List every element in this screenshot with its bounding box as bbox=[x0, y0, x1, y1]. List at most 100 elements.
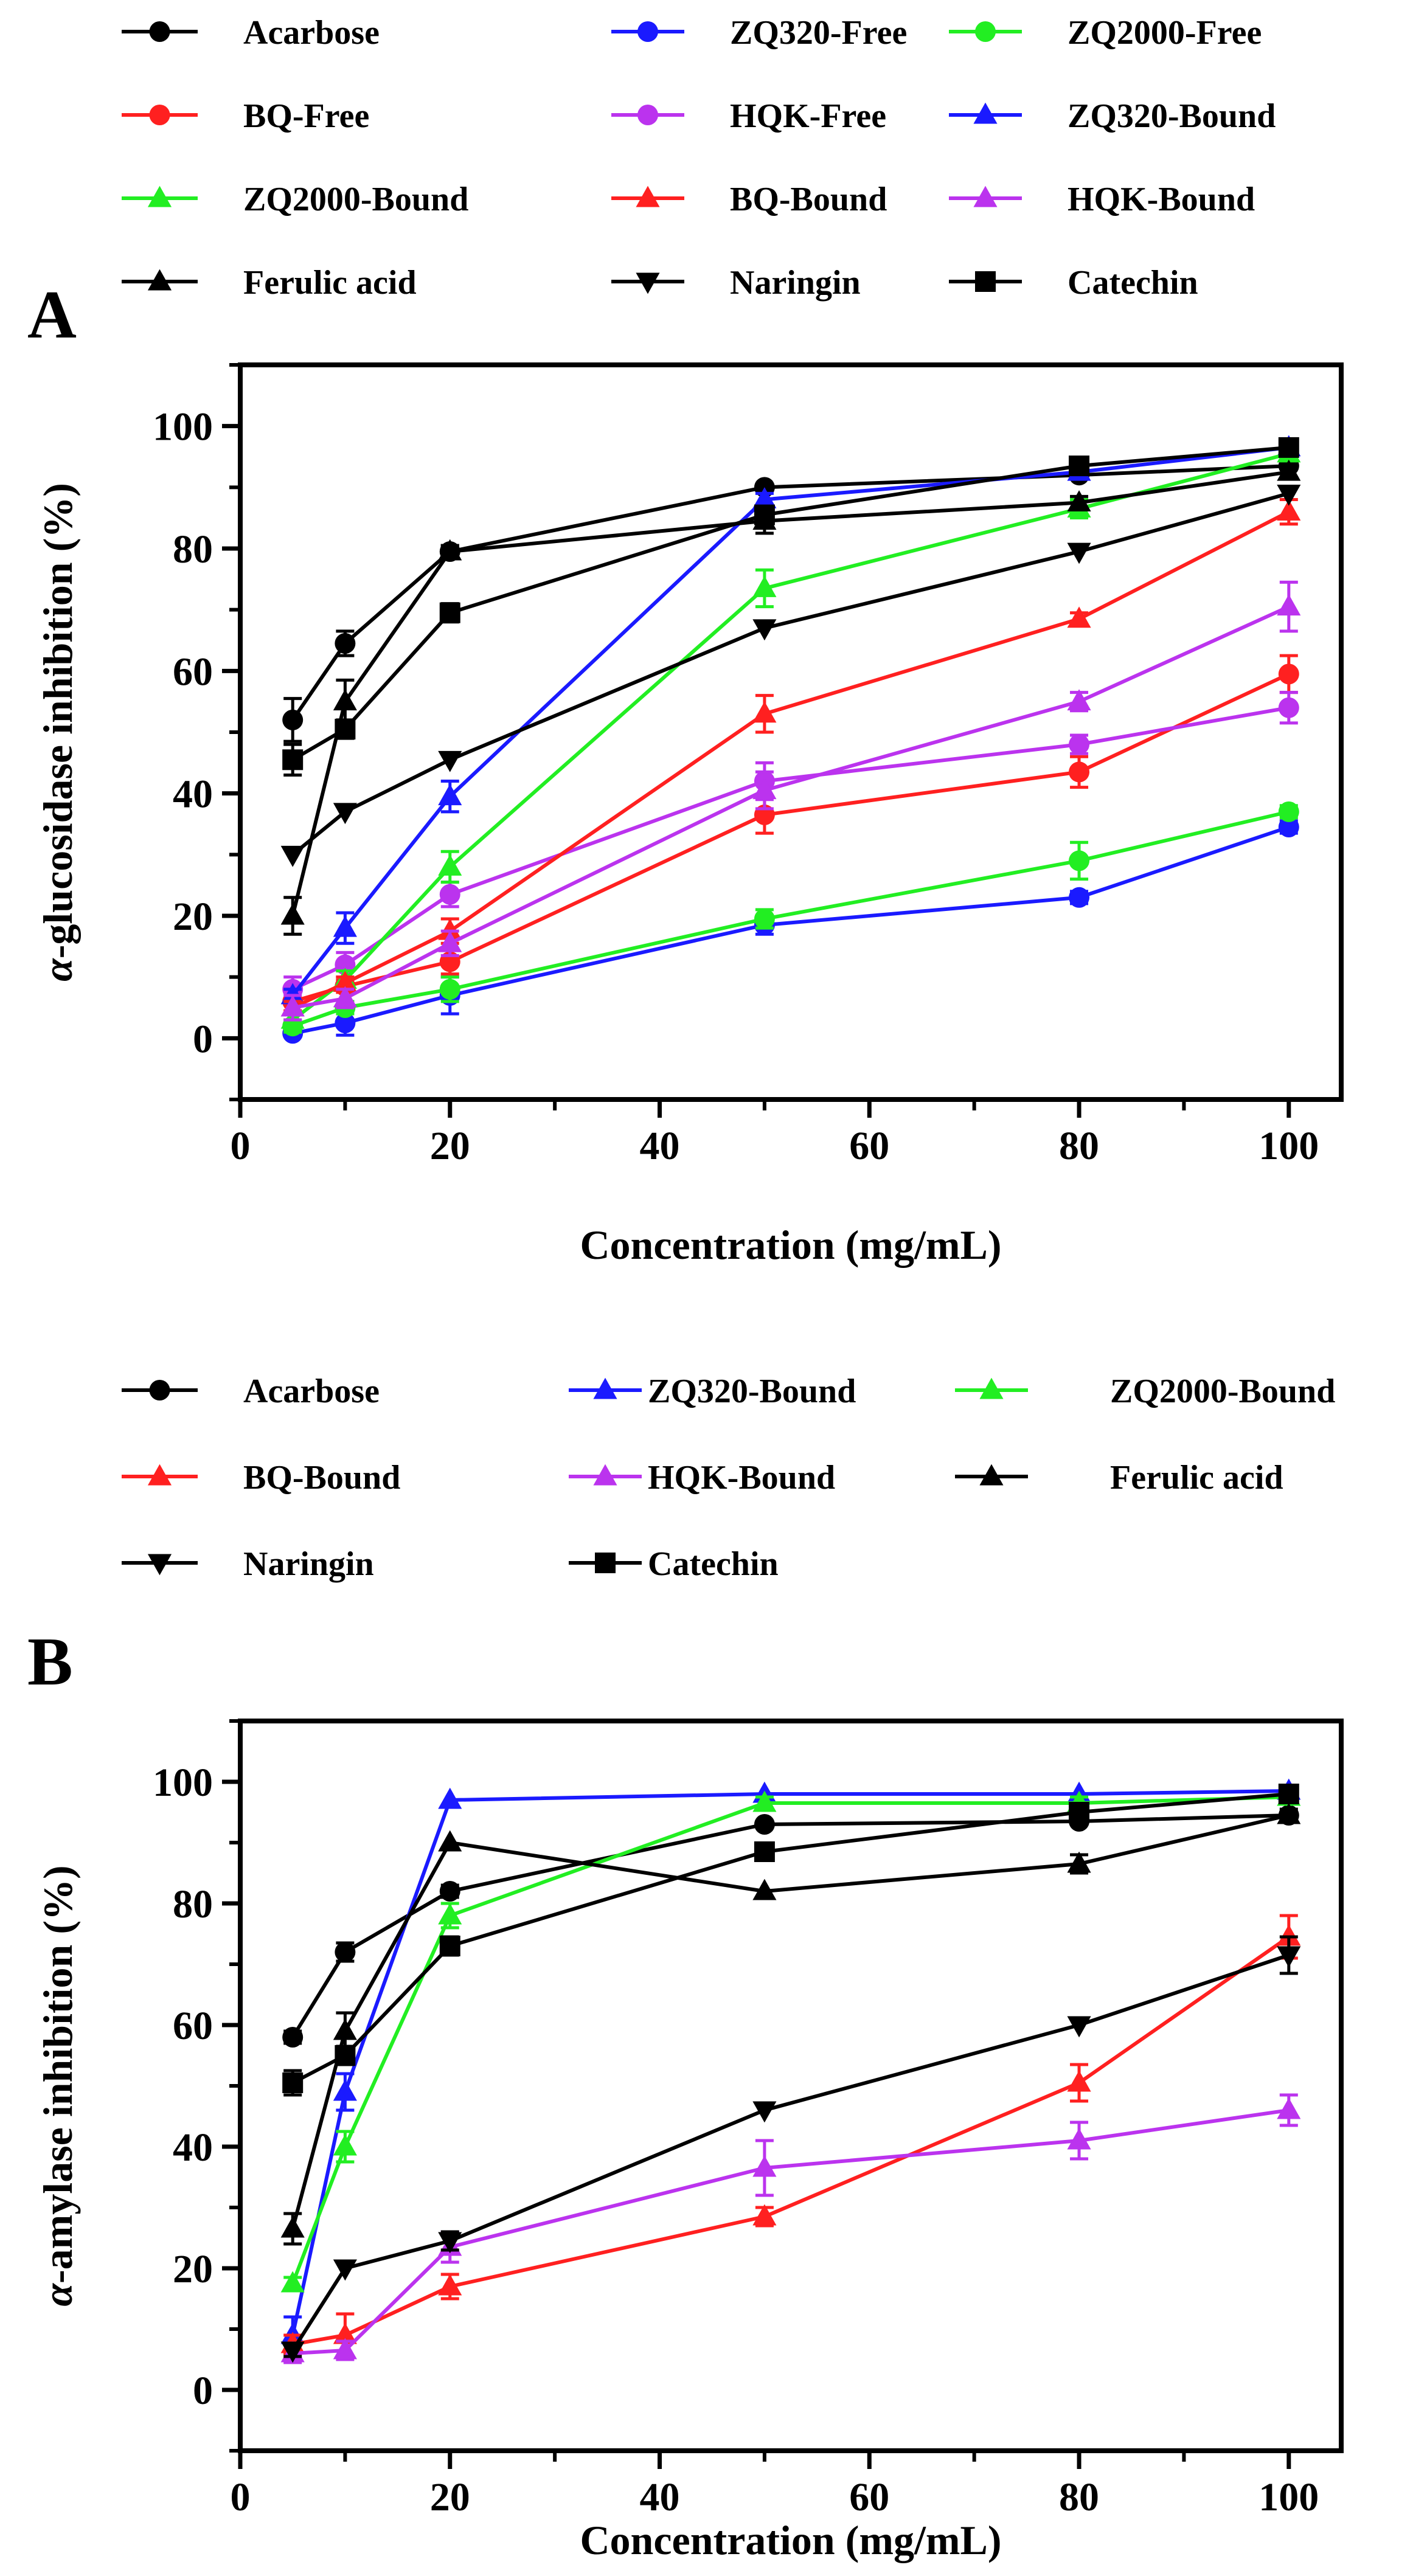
data-point bbox=[1278, 697, 1299, 718]
data-point bbox=[333, 915, 357, 937]
panel-b-y-tick-label: 40 bbox=[173, 2125, 213, 2170]
series-line bbox=[292, 1935, 1290, 2346]
legend-label: Acarbose bbox=[243, 14, 380, 52]
data-point bbox=[754, 1841, 775, 1862]
data-point bbox=[752, 1878, 777, 1900]
panel-b-x-tick-label: 60 bbox=[849, 2475, 889, 2519]
data-point bbox=[335, 633, 356, 654]
legend-item-naringin: Naringin bbox=[122, 1545, 374, 1583]
panel-b: B 0 20 40 60 80 100 0 20 40 60 80 100 Concentration (… bbox=[27, 1373, 1344, 2563]
series-line bbox=[292, 604, 1290, 1009]
legend-label: ZQ320-Bound bbox=[1068, 97, 1276, 135]
legend-label: Acarbose bbox=[243, 1373, 380, 1410]
data-point bbox=[438, 1830, 462, 1852]
data-point bbox=[335, 1013, 356, 1034]
data-point bbox=[752, 1790, 777, 1812]
data-point bbox=[333, 2018, 357, 2040]
data-point bbox=[335, 1942, 356, 1962]
legend-marker bbox=[975, 271, 996, 292]
legend-marker bbox=[149, 1380, 170, 1401]
data-point bbox=[280, 2216, 305, 2238]
data-point bbox=[439, 978, 460, 1000]
legend-label: HQK-Free bbox=[730, 97, 886, 135]
data-point bbox=[438, 1787, 462, 1809]
legend-item-zq320-bound: ZQ320-Bound bbox=[569, 1373, 856, 1410]
data-point bbox=[438, 2232, 462, 2254]
series-line bbox=[291, 1795, 1289, 2285]
panel-a-x-tick-label: 60 bbox=[849, 1124, 889, 1168]
data-point bbox=[333, 803, 357, 825]
data-point bbox=[282, 749, 304, 770]
legend-label: ZQ320-Free bbox=[730, 14, 907, 52]
data-point bbox=[333, 2322, 357, 2344]
panel-b-plot-frame bbox=[238, 1719, 1344, 2453]
panel-b-series-bq-bound bbox=[280, 1914, 1301, 2358]
data-point bbox=[1067, 2016, 1091, 2038]
panel-b-series-zq320-bound bbox=[280, 1778, 1301, 2355]
legend-item-hqk-bound: HQK-Bound bbox=[949, 181, 1255, 218]
data-point bbox=[438, 918, 462, 940]
data-point bbox=[280, 845, 305, 867]
panel-a-y-axis-title: α-glucosidase inhibition (%) bbox=[35, 483, 81, 982]
legend-item-zq320-free: ZQ320-Free bbox=[611, 14, 907, 52]
series-line bbox=[292, 672, 1290, 1003]
data-point bbox=[752, 576, 777, 597]
data-point bbox=[438, 930, 462, 952]
legend-item-ferulic-acid: Ferulic acid bbox=[955, 1459, 1283, 1497]
data-point bbox=[280, 995, 305, 1017]
panel-b-y-tick-label: 60 bbox=[173, 2004, 213, 2048]
panel-a: A 0 20 40 60 80 100 0 20 40 60 80 100 Concentration (… bbox=[27, 14, 1344, 1268]
data-point bbox=[1277, 499, 1301, 521]
data-point bbox=[1277, 1946, 1301, 1968]
data-point bbox=[333, 2079, 357, 2101]
data-point bbox=[1069, 734, 1090, 755]
panel-a-y-tick-label: 100 bbox=[153, 405, 213, 449]
legend-item-zq320-bound: ZQ320-Bound bbox=[949, 97, 1276, 135]
legend-item-catechin: Catechin bbox=[569, 1545, 779, 1583]
data-point bbox=[438, 750, 462, 772]
data-point bbox=[1278, 817, 1299, 838]
data-point bbox=[1067, 490, 1091, 511]
data-point bbox=[280, 2271, 305, 2293]
legend-item-catechin: Catechin bbox=[949, 264, 1198, 302]
data-point bbox=[1067, 689, 1091, 711]
legend-label: BQ-Free bbox=[243, 97, 369, 135]
series-line bbox=[293, 2108, 1290, 2355]
legend-label: ZQ2000-Bound bbox=[243, 181, 468, 218]
data-point bbox=[333, 2338, 357, 2360]
data-point bbox=[752, 2204, 777, 2226]
panel-b-legend: Acarbose ZQ320-Bound ZQ2000-Bound BQ-Bound H… bbox=[122, 1373, 1335, 1583]
legend-marker bbox=[636, 272, 660, 294]
legend-item-naringin: Naringin bbox=[611, 264, 861, 302]
data-point bbox=[333, 986, 357, 1008]
data-point bbox=[439, 884, 460, 905]
legend-marker bbox=[595, 1553, 616, 1573]
data-point bbox=[439, 602, 460, 623]
legend-item-hqk-free: HQK-Free bbox=[611, 97, 886, 135]
data-point bbox=[752, 2155, 777, 2177]
data-point bbox=[1069, 850, 1090, 871]
data-point bbox=[1069, 761, 1090, 783]
panel-b-series-ferulic-acid bbox=[280, 1802, 1301, 2246]
legend-label: HQK-Bound bbox=[1068, 181, 1255, 218]
data-point bbox=[754, 1814, 775, 1835]
data-point bbox=[335, 2045, 356, 2066]
data-point bbox=[1277, 459, 1301, 481]
legend-label: ZQ320-Bound bbox=[648, 1373, 856, 1410]
series-line bbox=[291, 491, 1290, 856]
series-line bbox=[291, 464, 1289, 721]
data-point bbox=[280, 903, 305, 925]
panel-b-y-tick-label: 20 bbox=[173, 2247, 213, 2291]
legend-item-bq-bound: BQ-Bound bbox=[611, 181, 887, 218]
legend-label: Ferulic acid bbox=[243, 264, 417, 302]
panel-b-x-tick-label: 0 bbox=[231, 2475, 251, 2519]
panel-b-series-zq2000-bound bbox=[280, 1784, 1301, 2293]
data-point bbox=[1277, 594, 1301, 616]
legend-item-hqk-bound: HQK-Bound bbox=[569, 1459, 835, 1497]
legend-item-zq2000-bound: ZQ2000-Bound bbox=[955, 1373, 1335, 1410]
data-point bbox=[752, 619, 777, 641]
panel-b-series-naringin bbox=[280, 1935, 1301, 2363]
data-point bbox=[280, 983, 305, 1005]
panel-b-series-hqk-bound bbox=[280, 2093, 1301, 2364]
